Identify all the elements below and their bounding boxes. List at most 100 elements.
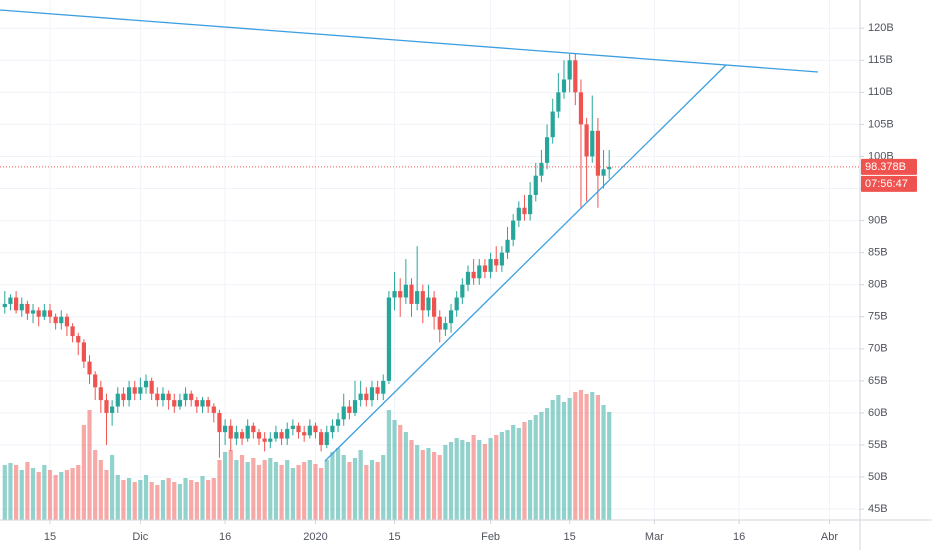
- volume-bar: [544, 408, 550, 520]
- candle-body: [256, 432, 262, 439]
- candle-body: [601, 169, 606, 176]
- volume-bar: [172, 482, 177, 520]
- candle-body: [488, 259, 493, 272]
- volume-bar: [206, 480, 211, 520]
- candle-body: [567, 60, 572, 80]
- volume-bar: [25, 462, 30, 520]
- volume-bar: [217, 460, 222, 520]
- volume-bar: [296, 465, 301, 520]
- volume-bar: [115, 475, 120, 520]
- volume-bar: [239, 455, 245, 520]
- candle-body: [239, 432, 245, 439]
- volume-bar: [30, 468, 36, 520]
- candle-body: [330, 425, 335, 433]
- candle-body: [76, 335, 81, 343]
- candle-body: [550, 111, 555, 138]
- y-tick-label: 105B: [868, 118, 894, 130]
- candle-body: [573, 60, 578, 93]
- volume-bar: [149, 482, 154, 520]
- y-tick-label: 70B: [868, 343, 888, 355]
- volume-bar: [573, 392, 578, 520]
- candle-body: [595, 130, 601, 176]
- volume-bar: [285, 460, 290, 520]
- volume-bar: [522, 422, 527, 520]
- volume-bar: [211, 478, 216, 520]
- candle-body: [115, 393, 120, 407]
- volume-bar: [138, 480, 143, 520]
- candle-body: [155, 393, 160, 401]
- x-tick-label: 16: [219, 531, 231, 543]
- volume-bar: [358, 450, 363, 520]
- volume-bar: [251, 458, 256, 520]
- volume-bar: [234, 460, 239, 520]
- candle-body: [211, 406, 216, 413]
- candle-body: [25, 303, 30, 314]
- volume-bar: [302, 462, 307, 520]
- candle-body: [420, 291, 425, 311]
- candle-body: [126, 387, 132, 401]
- volume-bar: [273, 462, 279, 520]
- volume-bar: [426, 448, 431, 520]
- candle-body: [166, 393, 171, 401]
- candle-body: [584, 124, 589, 157]
- volume-bar: [194, 482, 199, 520]
- volume-bar: [381, 455, 386, 520]
- volume-bar: [53, 475, 58, 520]
- volume-bar: [2, 465, 7, 520]
- y-tick-label: 50B: [868, 471, 888, 483]
- candle-body: [206, 400, 211, 407]
- candle-body: [556, 92, 561, 112]
- volume-bar: [8, 463, 13, 520]
- volume-bar: [364, 465, 369, 520]
- volume-bar: [550, 400, 555, 520]
- x-tick-label: Feb: [481, 531, 500, 543]
- candle-body: [8, 297, 13, 304]
- y-tick-label: 60B: [868, 407, 888, 419]
- candle-body: [375, 387, 380, 394]
- volume-layer: [2, 390, 612, 520]
- candle-body: [279, 432, 284, 439]
- volume-bar: [110, 455, 115, 520]
- candle-body: [64, 316, 70, 327]
- volume-bar: [431, 452, 437, 520]
- resistance-trendline[interactable]: [0, 9, 819, 73]
- x-tick-label: Mar: [645, 531, 664, 543]
- volume-bar: [601, 405, 606, 520]
- volume-bar: [528, 420, 533, 520]
- support-trendline[interactable]: [324, 64, 727, 462]
- volume-bar: [307, 460, 312, 520]
- y-tick-label: 115B: [868, 54, 893, 66]
- candle-body: [403, 284, 408, 298]
- candle-body: [36, 310, 41, 317]
- candle-body: [426, 297, 431, 311]
- volume-bar: [93, 450, 98, 520]
- volume-bar: [13, 465, 19, 520]
- candle-body: [42, 310, 47, 317]
- volume-bar: [567, 398, 572, 520]
- candle-body: [194, 400, 199, 407]
- candle-body: [341, 406, 346, 420]
- candle-body: [262, 438, 267, 442]
- countdown-box: [861, 175, 917, 192]
- last-price-label: 98.378B: [865, 161, 906, 173]
- candle-body: [93, 374, 98, 388]
- candle-body: [511, 220, 516, 240]
- volume-bar: [539, 412, 544, 520]
- candle-body: [381, 380, 386, 394]
- volume-bar: [222, 452, 228, 520]
- candle-body: [533, 175, 538, 195]
- candle-body: [98, 387, 103, 401]
- candle-body: [335, 419, 341, 426]
- volume-bar: [415, 445, 420, 520]
- volume-bar: [482, 444, 488, 520]
- volume-bar: [19, 470, 24, 520]
- volume-bar: [499, 432, 504, 520]
- x-tick-label: 2020: [303, 531, 327, 543]
- volume-bar: [290, 468, 295, 520]
- volume-bar: [324, 460, 329, 520]
- volume-bar: [330, 452, 335, 520]
- volume-bar: [42, 465, 47, 520]
- volume-bar: [126, 478, 132, 520]
- candle-body: [539, 162, 544, 176]
- candle-body: [30, 310, 36, 314]
